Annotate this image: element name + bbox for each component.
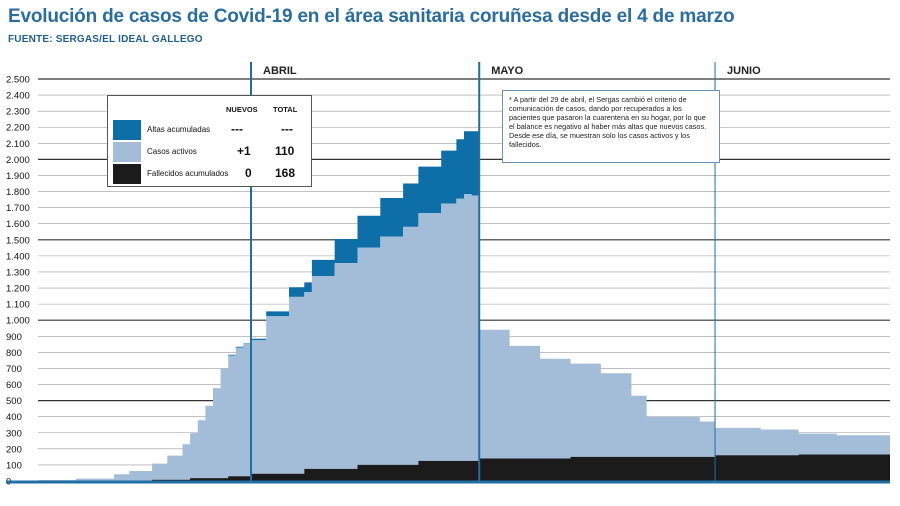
legend-box: NUEVOS TOTAL Altas acumuladas --- --- Ca… [107, 95, 312, 187]
y-tick-label: 200 [6, 444, 22, 455]
y-tick-label: 100 [6, 460, 22, 471]
y-tick-label: 1.900 [6, 171, 30, 182]
y-tick-label: 1.500 [6, 235, 30, 246]
footnote-box: * A partir del 29 de abril, el Sergas ca… [502, 90, 720, 163]
y-tick-label: 2.400 [6, 91, 30, 102]
legend-swatch-activos [113, 142, 141, 162]
legend-nuevos-fallecidos: 0 [245, 166, 252, 180]
y-tick-label: 2.300 [6, 107, 30, 118]
month-label-junio: JUNIO [727, 65, 761, 77]
legend-label-fallecidos: Fallecidos acumulados [147, 169, 229, 178]
y-tick-label: 1.200 [6, 284, 30, 295]
y-tick-label: 2.200 [6, 123, 30, 134]
y-tick-label: 2.000 [6, 155, 30, 166]
month-label-abril: ABRIL [263, 65, 297, 77]
y-tick-label: 300 [6, 428, 22, 439]
series-casos-activos [38, 194, 890, 481]
legend-header-nuevos: NUEVOS [226, 105, 258, 114]
y-tick-label: 1.700 [6, 203, 30, 214]
y-tick-label: 700 [6, 364, 22, 375]
month-label-mayo: MAYO [491, 65, 523, 77]
y-tick-label: 900 [6, 332, 22, 343]
y-tick-label: 2.500 [6, 75, 30, 86]
y-tick-label: 1.800 [6, 187, 30, 198]
chart-source: FUENTE: SERGAS/EL IDEAL GALLEGO [8, 34, 203, 45]
y-tick-label: 800 [6, 348, 22, 359]
legend-label-activos: Casos activos [147, 147, 197, 156]
y-tick-label: 1.100 [6, 300, 30, 311]
y-tick-label: 400 [6, 412, 22, 423]
y-tick-label: 1.400 [6, 251, 30, 262]
legend-row-activos: Casos activos +1 110 [113, 142, 308, 162]
y-tick-label: 500 [6, 396, 22, 407]
legend-label-altas: Altas acumuladas [147, 125, 211, 134]
legend-swatch-altas [113, 120, 141, 140]
chart-title: Evolución de casos de Covid-19 en el áre… [8, 6, 735, 27]
y-axis-ticks: 01002003004005006007008009001.0001.1001.… [6, 75, 30, 488]
y-tick-label: 2.100 [6, 139, 30, 150]
legend-total-altas: --- [281, 122, 293, 136]
y-tick-label: 1.600 [6, 219, 30, 230]
legend-header-total: TOTAL [273, 105, 298, 114]
y-tick-label: 600 [6, 380, 22, 391]
legend-total-activos: 110 [275, 144, 295, 158]
legend-swatch-fallecidos [113, 164, 141, 184]
y-tick-label: 1.000 [6, 316, 30, 327]
legend-row-fallecidos: Fallecidos acumulados 0 168 [113, 164, 308, 184]
legend-row-altas: Altas acumuladas --- --- [113, 120, 308, 140]
y-tick-label: 1.300 [6, 267, 30, 278]
legend-nuevos-activos: +1 [237, 144, 251, 158]
legend-nuevos-altas: --- [231, 122, 243, 136]
legend-total-fallecidos: 168 [275, 166, 296, 180]
